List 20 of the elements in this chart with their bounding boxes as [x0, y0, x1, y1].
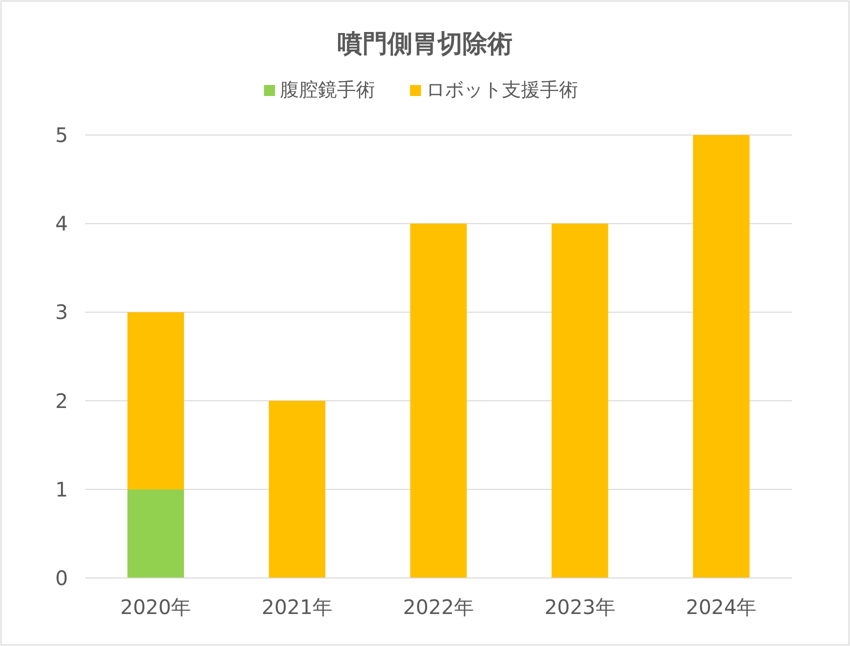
bar — [410, 224, 467, 578]
bar — [268, 400, 326, 578]
y-tick-label: 0 — [55, 566, 68, 590]
x-tick-label: 2024年 — [686, 595, 757, 619]
legend-label: 腹腔鏡手術 — [280, 79, 375, 101]
bar — [552, 224, 608, 578]
x-tick-label: 2021年 — [262, 595, 333, 619]
x-tick-label: 2023年 — [544, 595, 616, 619]
y-tick-label: 2 — [55, 388, 68, 413]
bar — [693, 135, 750, 578]
chart-title: 噴門側胃切除術 — [338, 29, 512, 58]
bar — [127, 489, 184, 578]
x-tick-label: 2022年 — [403, 595, 474, 619]
y-tick-label: 5 — [55, 123, 68, 147]
x-tick-label: 2020年 — [120, 595, 192, 619]
legend-label: ロボット支援手術 — [426, 79, 578, 101]
y-tick-label: 3 — [55, 300, 68, 324]
bar — [127, 312, 184, 490]
y-tick-label: 1 — [55, 477, 68, 502]
y-tick-label: 4 — [55, 212, 68, 236]
